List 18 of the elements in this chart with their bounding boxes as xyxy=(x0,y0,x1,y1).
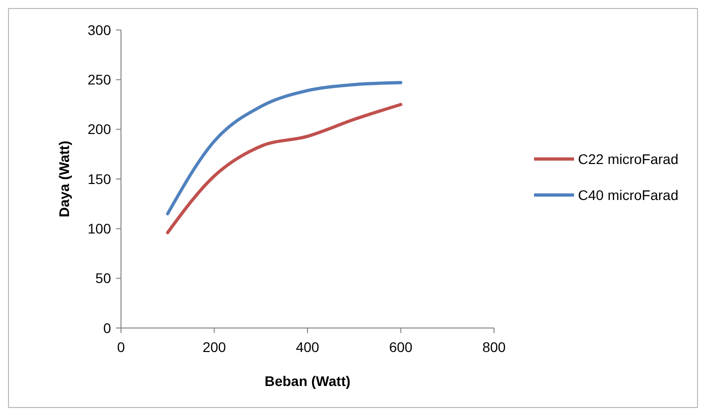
x-tick-label: 600 xyxy=(389,339,413,355)
legend-label: C40 microFarad xyxy=(578,186,678,203)
y-tick-label: 300 xyxy=(88,22,112,38)
y-tick-label: 100 xyxy=(88,220,112,237)
x-tick-label: 200 xyxy=(202,339,226,355)
y-tick-label: 250 xyxy=(88,72,112,88)
x-tick-label: 400 xyxy=(296,339,320,355)
x-tick-label: 800 xyxy=(482,339,506,355)
legend-label: C22 microFarad xyxy=(578,150,678,167)
y-tick-label: 0 xyxy=(103,320,112,336)
x-tick-label: 0 xyxy=(117,339,126,355)
x-axis-title: Beban (Watt) xyxy=(264,373,350,389)
y-tick-label: 200 xyxy=(88,121,112,138)
y-axis-title: Daya (Watt) xyxy=(56,140,72,218)
line-series xyxy=(166,81,402,216)
line-series xyxy=(166,102,402,234)
y-tick-label: 50 xyxy=(95,270,112,286)
y-tick-label: 150 xyxy=(88,170,112,187)
